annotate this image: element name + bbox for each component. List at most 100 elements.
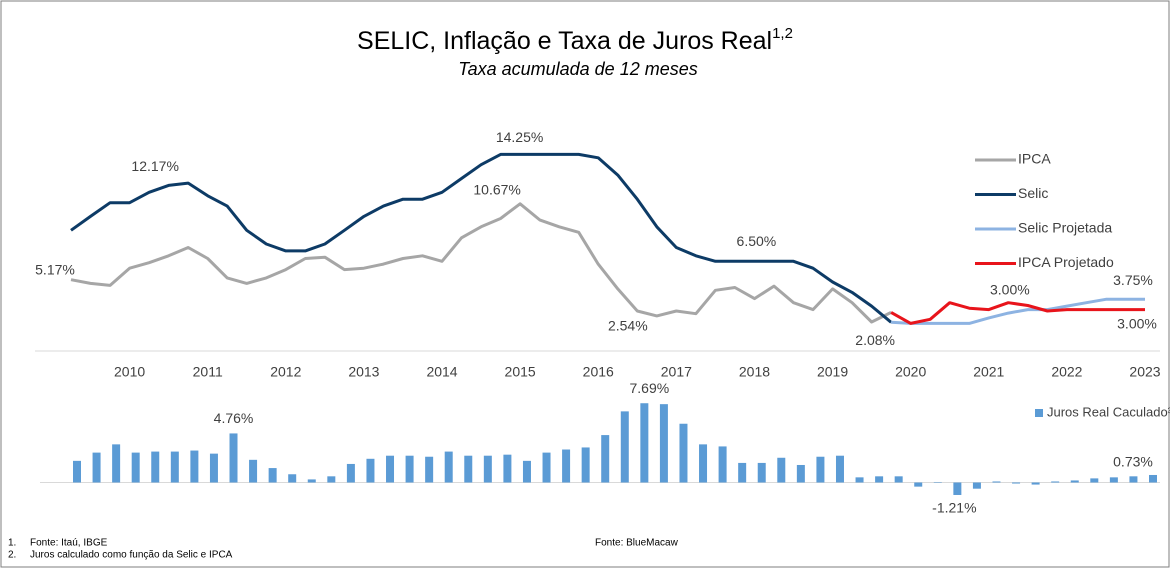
bar (522, 460, 531, 483)
x-tick-label: 2023 (1129, 364, 1160, 380)
data-label: 3.75% (1113, 272, 1153, 288)
bar (835, 455, 844, 483)
bar (346, 463, 355, 483)
bar (738, 462, 747, 483)
data-label: 12.17% (131, 158, 178, 174)
x-tick-label: 2017 (661, 364, 692, 380)
bar (796, 464, 805, 483)
footnote-number: 2. (8, 550, 16, 561)
x-tick-label: 2015 (505, 364, 536, 380)
bar (875, 476, 884, 483)
legend-label: IPCA Projetado (1018, 254, 1114, 270)
subtitle: Taxa acumulada de 12 meses (458, 59, 697, 79)
data-label: 2.54% (608, 318, 648, 334)
legend-label: IPCA (1018, 151, 1051, 167)
data-label: 2.08% (855, 332, 895, 348)
x-tick-label: 2021 (973, 364, 1004, 380)
data-label: 3.00% (1117, 315, 1157, 331)
series-line (70, 152, 893, 324)
chart-title: SELIC, Inflação e Taxa de Juros Real1,2 (357, 25, 793, 55)
bar (425, 456, 434, 483)
data-label: -1.21% (932, 500, 976, 516)
data-label: 10.67% (473, 181, 520, 197)
data-label: 5.17% (35, 261, 75, 277)
series-line (891, 297, 1145, 325)
bar (464, 455, 473, 483)
bar (933, 481, 942, 483)
bar (855, 477, 864, 483)
bar (1129, 476, 1138, 483)
data-label: 4.76% (214, 410, 254, 426)
data-label: 3.00% (990, 281, 1030, 297)
bar (73, 460, 81, 483)
x-tick-label: 2014 (426, 364, 457, 380)
bar (288, 474, 297, 483)
data-label: 0.73% (1113, 454, 1153, 470)
bar (444, 451, 453, 483)
series-line (890, 301, 1145, 325)
bar (1109, 477, 1118, 483)
bar (699, 444, 708, 483)
bar (679, 423, 688, 483)
data-label: 14.25% (496, 129, 543, 145)
bar (386, 455, 395, 483)
bar (209, 453, 218, 483)
bar (757, 462, 766, 483)
x-tick-label: 2010 (114, 364, 145, 380)
bar (562, 449, 571, 483)
x-tick-label: 2011 (193, 364, 223, 380)
bar (229, 433, 238, 483)
bar (1031, 482, 1040, 485)
bar (992, 481, 1001, 483)
x-tick-label: 2012 (270, 364, 301, 380)
bar (327, 476, 336, 483)
bar (151, 451, 160, 483)
bar (894, 476, 903, 483)
footnote: Juros calculado como função da Selic e I… (30, 550, 233, 561)
bar (1090, 478, 1099, 483)
bar (92, 452, 101, 483)
bar (542, 452, 551, 483)
source: Fonte: BlueMacaw (595, 538, 679, 549)
bar (816, 456, 825, 483)
bar (601, 435, 610, 483)
bar (1012, 482, 1021, 484)
x-tick-label: 2019 (817, 364, 848, 380)
data-label: 7.69% (629, 380, 669, 396)
legend-label: Selic (1018, 185, 1048, 201)
legend-label: Selic Projetada (1018, 220, 1112, 236)
bar (777, 457, 786, 483)
x-tick-label: 2018 (739, 364, 770, 380)
x-tick-label: 2020 (895, 364, 926, 380)
x-tick-label: 2013 (348, 364, 379, 380)
bar (131, 452, 140, 483)
bar (1070, 480, 1079, 483)
legend-swatch (1035, 409, 1043, 417)
title-superscript: 1,2 (772, 25, 793, 42)
bar (112, 444, 121, 483)
bar (170, 451, 179, 483)
bar (620, 411, 629, 483)
bar (659, 404, 668, 483)
bar (366, 458, 375, 483)
bar (503, 454, 512, 483)
bar (640, 403, 649, 483)
bar (268, 468, 277, 483)
bar (190, 450, 199, 483)
data-label: 6.50% (737, 233, 777, 249)
footnote: Fonte: Itaú, IBGE (30, 538, 108, 549)
bar (249, 459, 258, 483)
bar (307, 479, 316, 483)
bar (914, 482, 923, 487)
bar (953, 482, 962, 495)
bar (1051, 481, 1060, 483)
x-tick-label: 2016 (583, 364, 614, 380)
footnote-number: 1. (8, 538, 16, 549)
bar (972, 482, 981, 489)
bar (405, 455, 414, 483)
bar (718, 446, 727, 483)
bar (483, 455, 492, 483)
bar (581, 447, 590, 483)
title-text: SELIC, Inflação e Taxa de Juros Real (357, 27, 772, 55)
